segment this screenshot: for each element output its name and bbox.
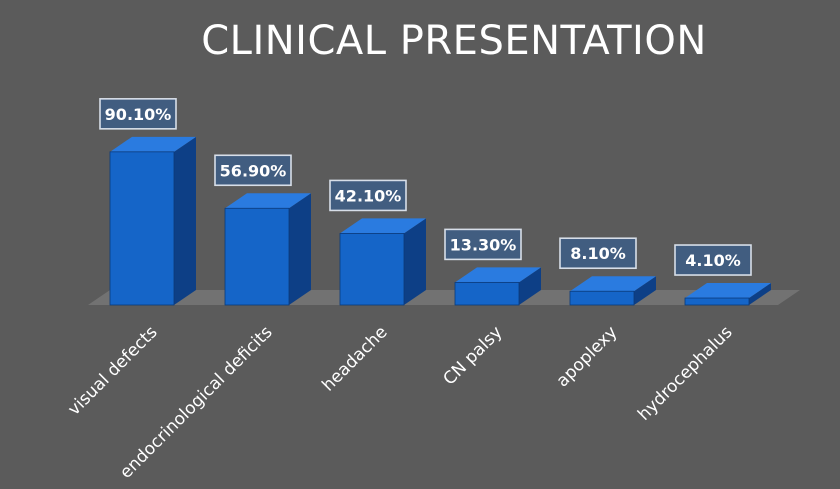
data-label-box <box>444 228 522 261</box>
data-label: 4.10% <box>685 251 741 270</box>
data-label: 42.10% <box>335 186 402 205</box>
data-label: 56.90% <box>220 161 287 180</box>
category-label: headache <box>318 322 391 395</box>
bar <box>224 207 290 306</box>
data-label: 13.30% <box>450 235 517 254</box>
bar-side <box>749 283 771 305</box>
category-label: CN palsy <box>439 322 506 389</box>
data-label: 8.10% <box>570 244 626 263</box>
bar <box>454 281 520 306</box>
bar-side <box>634 276 656 305</box>
bar <box>339 233 405 306</box>
bar-top <box>685 283 771 299</box>
bar-side <box>404 218 426 305</box>
bar-top <box>570 276 656 292</box>
bar-side <box>289 193 311 305</box>
category-label: apoplexy <box>553 322 622 391</box>
bar-side <box>174 136 196 305</box>
category-label: hydrocephalus <box>634 322 736 424</box>
bar <box>684 297 750 306</box>
category-label: visual defects <box>64 322 161 419</box>
bar-top <box>225 193 311 209</box>
data-label-box <box>329 179 407 212</box>
bar-top <box>455 267 541 283</box>
data-label-box <box>214 154 292 187</box>
bar-top <box>340 218 426 234</box>
data-label-box <box>559 237 637 270</box>
bar <box>109 151 175 306</box>
data-label: 90.10% <box>105 105 172 124</box>
bar-side <box>519 267 541 305</box>
bar <box>569 290 635 306</box>
data-label-box <box>674 244 752 276</box>
chart-title: CLINICAL PRESENTATION <box>201 18 707 64</box>
data-label-box <box>99 98 177 130</box>
bar-top <box>110 136 196 152</box>
